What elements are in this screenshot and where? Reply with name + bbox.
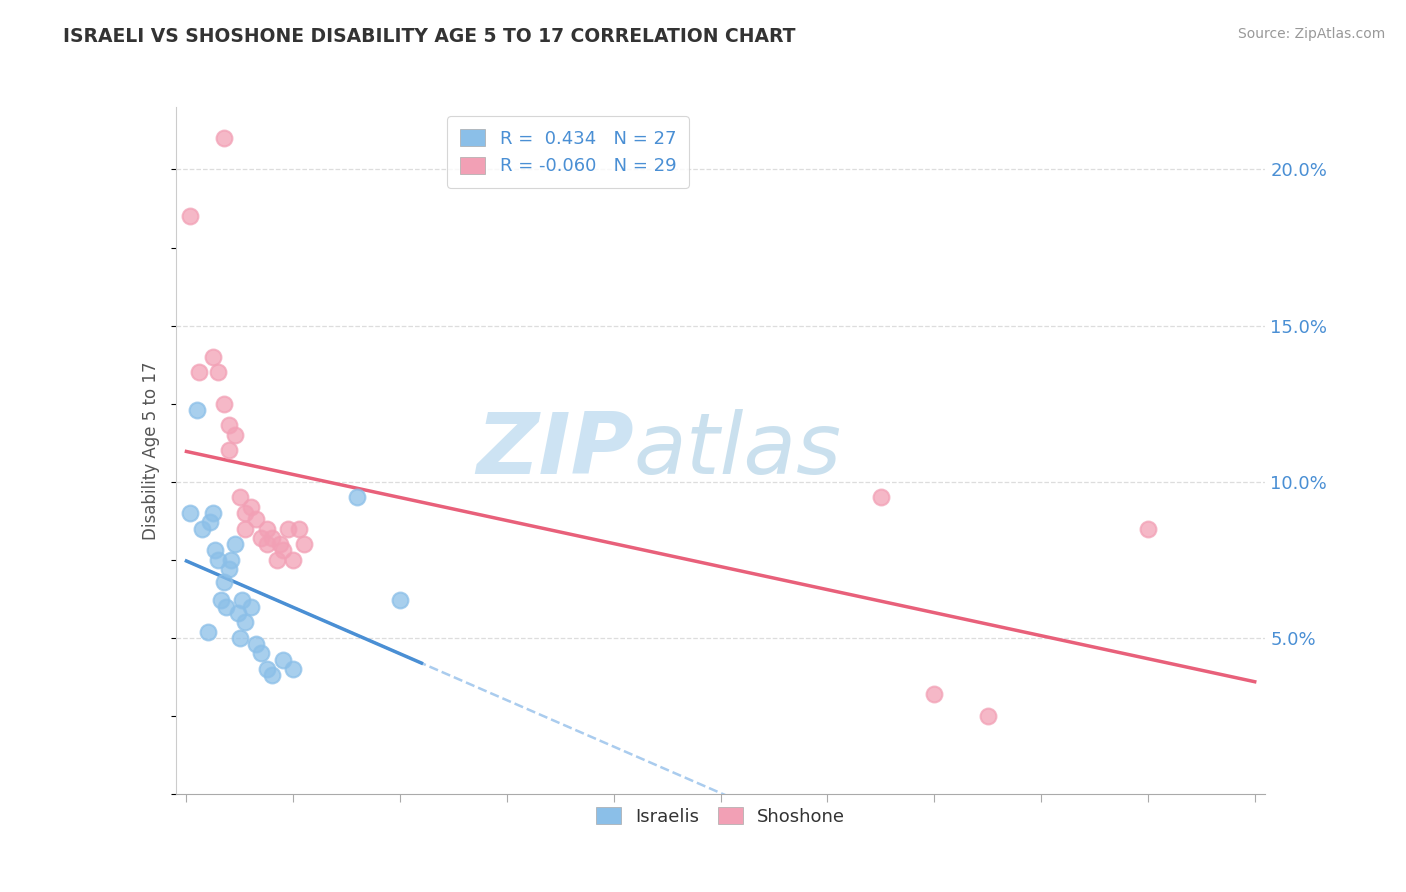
Point [215,599,238,614]
Point [260,531,283,545]
Point [1136,521,1159,535]
Point [245,512,267,526]
Point [209,593,232,607]
Point [239,500,262,514]
Point [233,615,256,630]
Point [212,396,235,410]
Point [197,624,219,639]
Point [922,687,945,701]
Legend: Israelis, Shoshone: Israelis, Shoshone [589,800,852,833]
Point [250,531,273,545]
Point [976,708,998,723]
Point [204,543,226,558]
Point [233,521,256,535]
Point [231,593,253,607]
Point [256,662,278,676]
Point [269,537,291,551]
Point [179,506,201,520]
Point [229,490,252,504]
Point [277,521,299,535]
Point [389,593,412,607]
Point [346,490,368,504]
Point [218,443,240,458]
Point [256,521,278,535]
Point [221,552,243,567]
Point [229,631,252,645]
Point [179,209,201,223]
Point [202,350,225,364]
Text: Source: ZipAtlas.com: Source: ZipAtlas.com [1237,27,1385,41]
Point [186,403,208,417]
Point [218,562,240,576]
Point [260,668,283,682]
Point [869,490,891,504]
Point [188,366,211,380]
Point [207,552,229,567]
Point [271,543,294,558]
Point [226,606,249,620]
Point [224,537,246,551]
Point [292,537,315,551]
Point [287,521,309,535]
Point [218,418,240,433]
Text: ISRAELI VS SHOSHONE DISABILITY AGE 5 TO 17 CORRELATION CHART: ISRAELI VS SHOSHONE DISABILITY AGE 5 TO … [63,27,796,45]
Point [198,516,221,530]
Point [256,537,278,551]
Point [202,506,225,520]
Point [239,599,262,614]
Point [245,637,267,651]
Point [224,427,246,442]
Point [271,653,294,667]
Y-axis label: Disability Age 5 to 17: Disability Age 5 to 17 [142,361,160,540]
Point [212,131,235,145]
Point [250,646,273,660]
Point [283,662,305,676]
Point [266,552,288,567]
Point [233,506,256,520]
Text: ZIP: ZIP [475,409,633,492]
Point [212,574,235,589]
Text: atlas: atlas [633,409,841,492]
Point [207,366,229,380]
Point [191,521,214,535]
Point [283,552,305,567]
